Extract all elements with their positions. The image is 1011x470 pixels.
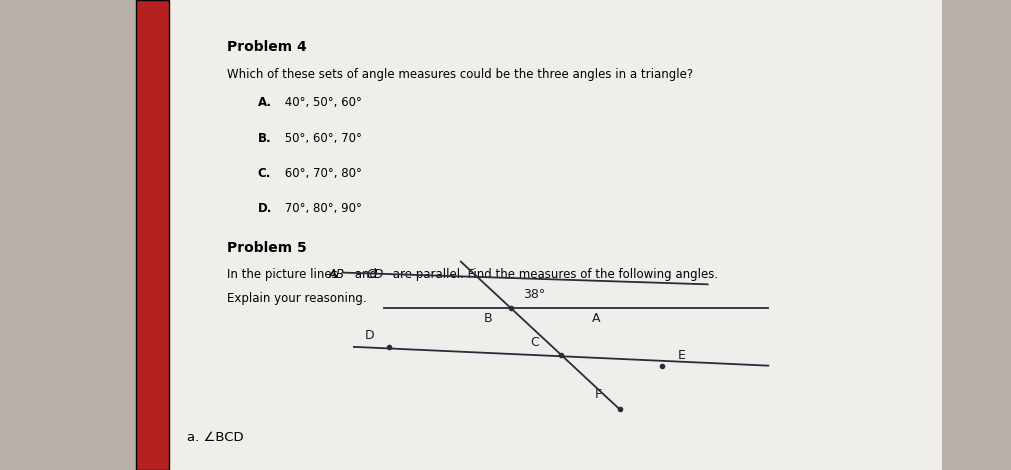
Text: 60°, 70°, 80°: 60°, 70°, 80°: [281, 167, 362, 180]
FancyBboxPatch shape: [136, 0, 169, 470]
Text: 70°, 80°, 90°: 70°, 80°, 90°: [281, 202, 362, 215]
Text: B.: B.: [258, 132, 271, 145]
Text: D: D: [364, 329, 374, 342]
Text: B: B: [483, 312, 492, 325]
Text: D.: D.: [258, 202, 272, 215]
Text: AB: AB: [329, 268, 345, 281]
Text: Which of these sets of angle measures could be the three angles in a triangle?: Which of these sets of angle measures co…: [227, 68, 694, 81]
Text: 50°, 60°, 70°: 50°, 60°, 70°: [281, 132, 362, 145]
Text: Problem 5: Problem 5: [227, 241, 307, 255]
Text: are parallel. Find the measures of the following angles.: are parallel. Find the measures of the f…: [389, 268, 719, 281]
Text: a. ∠BCD: a. ∠BCD: [187, 431, 244, 444]
Text: and: and: [351, 268, 380, 281]
Text: CD: CD: [367, 268, 384, 281]
Text: A.: A.: [258, 96, 272, 110]
Text: C.: C.: [258, 167, 271, 180]
Text: A: A: [591, 312, 600, 325]
Text: Explain your reasoning.: Explain your reasoning.: [227, 292, 367, 306]
Text: 40°, 50°, 60°: 40°, 50°, 60°: [281, 96, 362, 110]
FancyBboxPatch shape: [169, 0, 942, 470]
Text: In the picture lines: In the picture lines: [227, 268, 342, 281]
Text: 38°: 38°: [523, 288, 545, 301]
Text: F: F: [594, 388, 602, 401]
Text: E: E: [677, 349, 685, 362]
Text: Problem 4: Problem 4: [227, 40, 307, 54]
Text: C: C: [530, 336, 539, 349]
